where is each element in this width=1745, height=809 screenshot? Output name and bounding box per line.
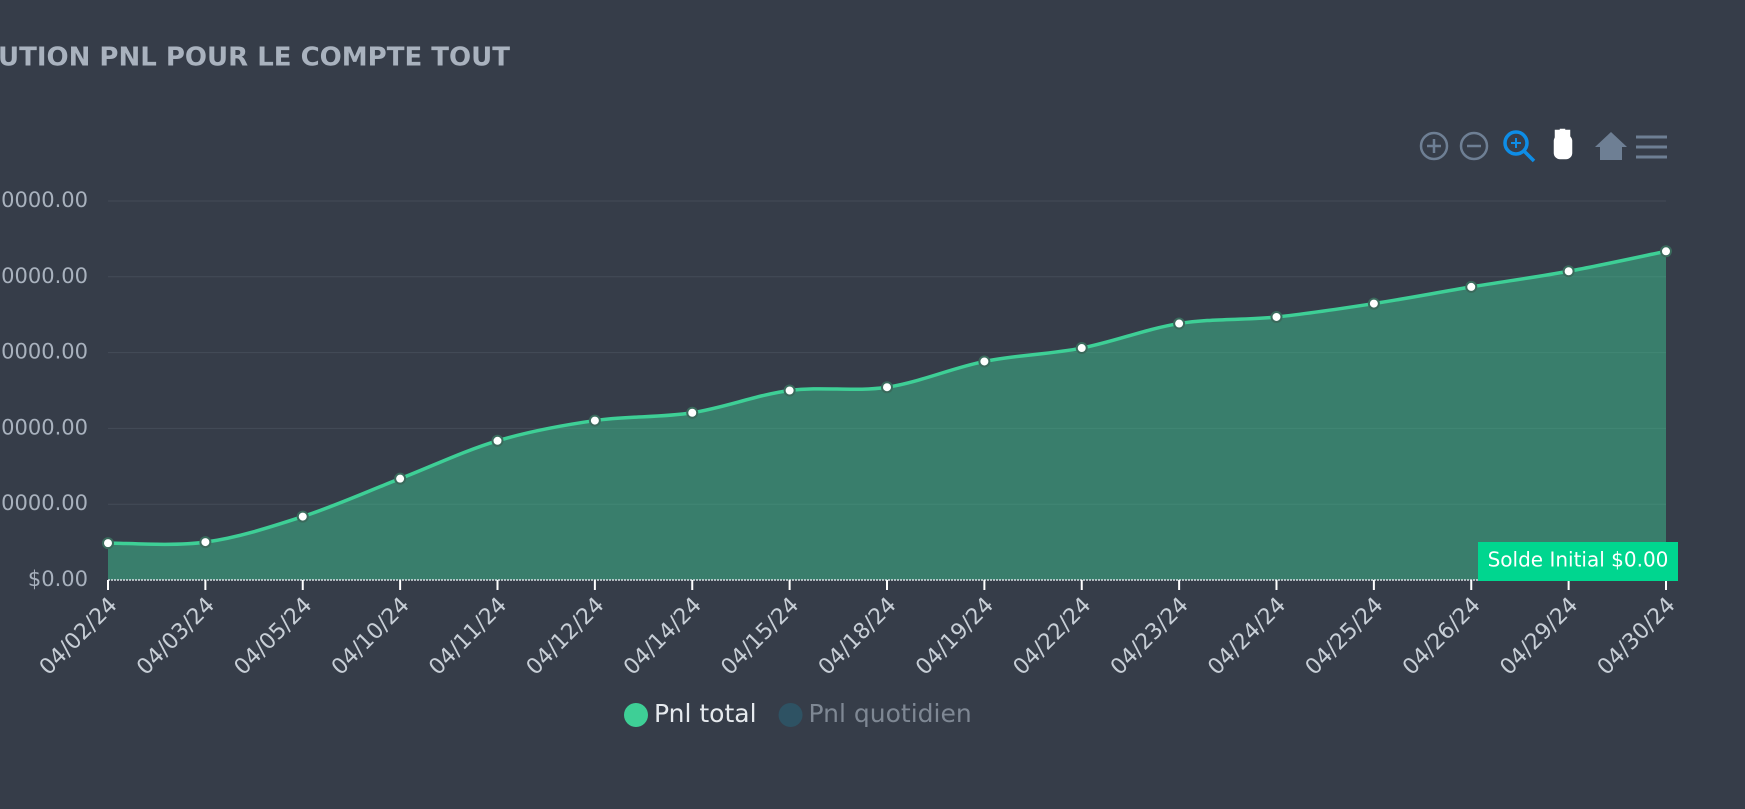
pan-button[interactable] [1553, 128, 1573, 160]
y-tick-label: $0.00 [28, 567, 88, 591]
menu-button[interactable] [1636, 135, 1667, 159]
point [1173, 317, 1186, 330]
point [881, 381, 893, 394]
annotation: Solde Initial $0.00 [1478, 542, 1678, 581]
point [978, 355, 991, 368]
point [1270, 310, 1283, 323]
annotation-box [1478, 542, 1678, 581]
y-tick-label: $120000.00 [0, 264, 88, 288]
toolbar[interactable] [1419, 128, 1667, 163]
legend-item[interactable]: Pnl quotidien [778, 699, 972, 728]
point [686, 406, 699, 419]
point [102, 537, 114, 550]
zoom-select-button[interactable] [1503, 130, 1536, 163]
annotation-label: Solde Initial $0.00 [1488, 548, 1669, 572]
point [1367, 297, 1380, 310]
legend-item[interactable]: Pnl total [624, 699, 757, 728]
area [108, 251, 1666, 580]
point [394, 472, 407, 485]
y-tick-label: $60000.00 [0, 415, 88, 439]
y-tick-label: $30000.00 [0, 491, 88, 515]
chart-title: UTION PNL POUR LE COMPTE TOUT [0, 43, 510, 73]
point [1465, 280, 1478, 293]
zoom-out-button[interactable] [1459, 131, 1489, 161]
y-tick-label: $150000.00 [0, 188, 88, 212]
legend-marker [778, 703, 803, 727]
point [1660, 245, 1672, 258]
legend-label: Pnl total [654, 699, 757, 728]
point [199, 536, 212, 549]
point [491, 434, 504, 447]
legend-marker [624, 703, 648, 727]
zoom-in-button[interactable] [1419, 131, 1449, 161]
point [296, 510, 309, 523]
legend-label: Pnl quotidien [809, 699, 972, 728]
point [783, 384, 796, 397]
y-tick-label: $90000.00 [0, 340, 88, 364]
point [1562, 265, 1575, 278]
point [1075, 342, 1088, 355]
reset-button[interactable] [1595, 132, 1627, 160]
point [588, 414, 601, 427]
